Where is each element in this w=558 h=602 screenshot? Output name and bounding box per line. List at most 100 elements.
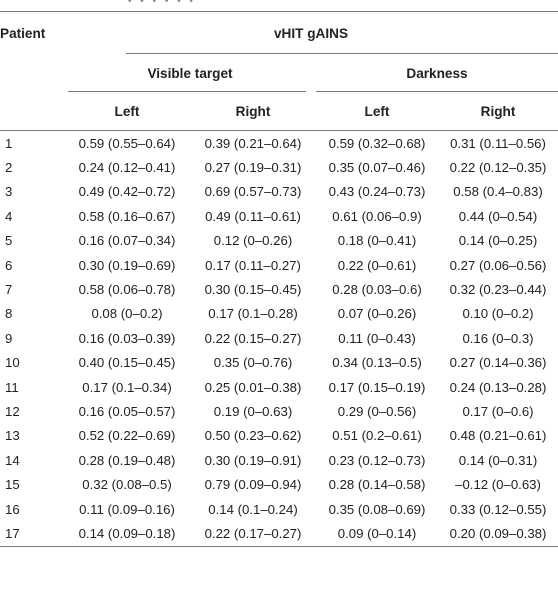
patient-column-header: Patient	[0, 25, 46, 41]
visible-left-cell: 0.16 (0.03–0.39)	[78, 330, 176, 346]
darkness-right-cell: 0.10 (0–0.2)	[462, 306, 534, 322]
darkness-right-cell: 0.27 (0.14–0.36)	[449, 355, 547, 371]
vhit-gains-table: Patient vHIT gAINS Visible target Darkne…	[0, 12, 558, 547]
darkness-left-cell: 0.35 (0.08–0.69)	[328, 501, 426, 517]
darkness-right-cell: 0.17 (0–0.6)	[462, 403, 534, 419]
visible-right-cell: 0.69 (0.57–0.73)	[204, 184, 302, 200]
darkness-left-cell: 0.22 (0–0.61)	[337, 257, 417, 273]
darkness-left-cell: 0.17 (0.15–0.19)	[328, 379, 426, 395]
visible-left-cell: 0.28 (0.19–0.48)	[78, 452, 176, 468]
patient-id-cell: 2	[5, 160, 13, 176]
visible-right-cell: 0.14 (0.1–0.24)	[208, 501, 298, 517]
darkness-left-cell: 0.11 (0–0.43)	[338, 330, 416, 346]
visible-left-cell: 0.49 (0.42–0.72)	[78, 184, 176, 200]
darkness-right-cell: 0.33 (0.12–0.55)	[449, 501, 547, 517]
visible-right-cell: 0.39 (0.21–0.64)	[204, 135, 302, 151]
darkness-right-cell: 0.14 (0–0.25)	[458, 233, 538, 249]
darkness-left-cell: 0.29 (0–0.56)	[337, 403, 417, 419]
visible-right-cell: 0.17 (0.1–0.28)	[208, 306, 298, 322]
darkness-left-cell: 0.35 (0.07–0.46)	[328, 160, 426, 176]
darkness-header: Darkness	[316, 54, 558, 92]
table-row: 1 0.59 (0.55–0.64) 0.39 (0.21–0.64) 0.59 (0…	[0, 131, 558, 156]
visible-right-cell: 0.35 (0–0.76)	[213, 355, 293, 371]
visible-right-cell: 0.19 (0–0.63)	[213, 403, 293, 419]
visible-left-cell: 0.52 (0.22–0.69)	[78, 428, 176, 444]
visible-left-cell: 0.58 (0.16–0.67)	[78, 208, 176, 224]
visible-right-cell: 0.17 (0.11–0.27)	[205, 257, 301, 273]
visible-left-cell: 0.16 (0.07–0.34)	[78, 233, 176, 249]
table-row: 2 0.24 (0.12–0.41) 0.27 (0.19–0.31) 0.35 (0…	[0, 155, 558, 179]
clipped-caption-remnant: • • • • • •	[128, 0, 248, 3]
darkness-left-cell: 0.23 (0.12–0.73)	[328, 452, 426, 468]
patient-id-cell: 6	[5, 257, 13, 273]
darkness-left-cell: 0.28 (0.14–0.58)	[328, 477, 426, 493]
patient-id-cell: 8	[5, 306, 13, 322]
table-row: 14 0.28 (0.19–0.48) 0.30 (0.19–0.91) 0.23 (…	[0, 448, 558, 472]
patient-id-cell: 9	[5, 330, 13, 346]
darkness-left-cell: 0.61 (0.06–0.9)	[332, 208, 422, 224]
patient-id-cell: 16	[5, 501, 20, 517]
darkness-right-cell: 0.24 (0.13–0.28)	[449, 379, 547, 395]
darkness-right-cell: 0.48 (0.21–0.61)	[449, 428, 547, 444]
header-row-sides: Left Right Left Right	[0, 92, 558, 131]
darkness-left-cell: 0.59 (0.32–0.68)	[328, 135, 426, 151]
visible-right-cell: 0.27 (0.19–0.31)	[204, 160, 302, 176]
visible-right-cell: 0.50 (0.23–0.62)	[204, 428, 302, 444]
darkness-right-cell: 0.44 (0–0.54)	[458, 208, 538, 224]
visible-right-header: Right	[190, 92, 316, 131]
visible-right-cell: 0.30 (0.19–0.91)	[204, 452, 302, 468]
darkness-left-cell: 0.34 (0.13–0.5)	[332, 355, 422, 371]
visible-right-cell: 0.22 (0.17–0.27)	[190, 521, 316, 547]
visible-left-cell: 0.17 (0.1–0.34)	[82, 379, 172, 395]
patient-id-cell: 17	[0, 521, 64, 547]
visible-left-cell: 0.11 (0.09–0.16)	[79, 501, 175, 517]
visible-right-cell: 0.49 (0.11–0.61)	[205, 208, 301, 224]
table-row: 15 0.32 (0.08–0.5) 0.79 (0.09–0.94) 0.28 (0…	[0, 472, 558, 496]
table-row: 12 0.16 (0.05–0.57) 0.19 (0–0.63) 0.29 (0–0…	[0, 399, 558, 423]
visible-right-cell: 0.79 (0.09–0.94)	[204, 477, 302, 493]
table-header: Patient vHIT gAINS Visible target Darkne…	[0, 12, 558, 131]
header-row-measure: Patient vHIT gAINS	[0, 12, 558, 54]
darkness-right-cell: 0.58 (0.4–0.83)	[453, 184, 543, 200]
visible-right-cell: 0.22 (0.15–0.27)	[204, 330, 302, 346]
table-top-rule	[0, 11, 558, 12]
table-row: 5 0.16 (0.07–0.34) 0.12 (0–0.26) 0.18 (0–0.…	[0, 229, 558, 253]
darkness-right-cell: 0.14 (0–0.31)	[458, 452, 538, 468]
visible-left-cell: 0.40 (0.15–0.45)	[78, 355, 176, 371]
patient-id-cell: 7	[5, 282, 13, 298]
visible-left-cell: 0.16 (0.05–0.57)	[78, 403, 176, 419]
patient-id-cell: 13	[5, 428, 20, 444]
table-row: 3 0.49 (0.42–0.72) 0.69 (0.57–0.73) 0.43 (0…	[0, 180, 558, 204]
patient-id-cell: 14	[5, 452, 20, 468]
visible-left-cell: 0.14 (0.09–0.18)	[64, 521, 190, 547]
visible-right-cell: 0.12 (0–0.26)	[213, 233, 293, 249]
darkness-right-header: Right	[438, 92, 558, 131]
measure-header: vHIT gAINS	[64, 12, 558, 54]
patient-id-cell: 12	[5, 403, 20, 419]
visible-left-cell: 0.59 (0.55–0.64)	[78, 135, 176, 151]
table-row: 17 0.14 (0.09–0.18) 0.22 (0.17–0.27) 0.09 (…	[0, 521, 558, 547]
table-row: 16 0.11 (0.09–0.16) 0.14 (0.1–0.24) 0.35 (0…	[0, 497, 558, 521]
darkness-left-cell: 0.07 (0–0.26)	[337, 306, 417, 322]
table-row: 4 0.58 (0.16–0.67) 0.49 (0.11–0.61) 0.61 (0…	[0, 204, 558, 228]
darkness-right-cell: 0.20 (0.09–0.38)	[438, 521, 558, 547]
darkness-left-header: Left	[316, 92, 438, 131]
table-row: 10 0.40 (0.15–0.45) 0.35 (0–0.76) 0.34 (0.1…	[0, 351, 558, 375]
visible-left-cell: 0.32 (0.08–0.5)	[82, 477, 172, 493]
table-row: 7 0.58 (0.06–0.78) 0.30 (0.15–0.45) 0.28 (0…	[0, 277, 558, 301]
darkness-left-cell: 0.51 (0.2–0.61)	[332, 428, 422, 444]
visible-left-cell: 0.24 (0.12–0.41)	[78, 160, 176, 176]
table-row: 8 0.08 (0–0.2) 0.17 (0.1–0.28) 0.07 (0–0.26…	[0, 302, 558, 326]
darkness-left-cell: 0.28 (0.03–0.6)	[332, 282, 422, 298]
visible-right-cell: 0.30 (0.15–0.45)	[204, 282, 302, 298]
header-spacer	[0, 54, 64, 92]
table-body: 1 0.59 (0.55–0.64) 0.39 (0.21–0.64) 0.59 (0…	[0, 131, 558, 547]
patient-id-cell: 1	[5, 135, 13, 151]
darkness-right-cell: 0.27 (0.06–0.56)	[449, 257, 547, 273]
patient-id-cell: 11	[5, 379, 19, 395]
patient-id-cell: 15	[5, 477, 20, 493]
patient-id-cell: 3	[5, 184, 13, 200]
patient-id-cell: 4	[5, 208, 13, 224]
darkness-right-cell: 0.16 (0–0.3)	[462, 330, 534, 346]
table-row: 9 0.16 (0.03–0.39) 0.22 (0.15–0.27) 0.11 (0…	[0, 326, 558, 350]
